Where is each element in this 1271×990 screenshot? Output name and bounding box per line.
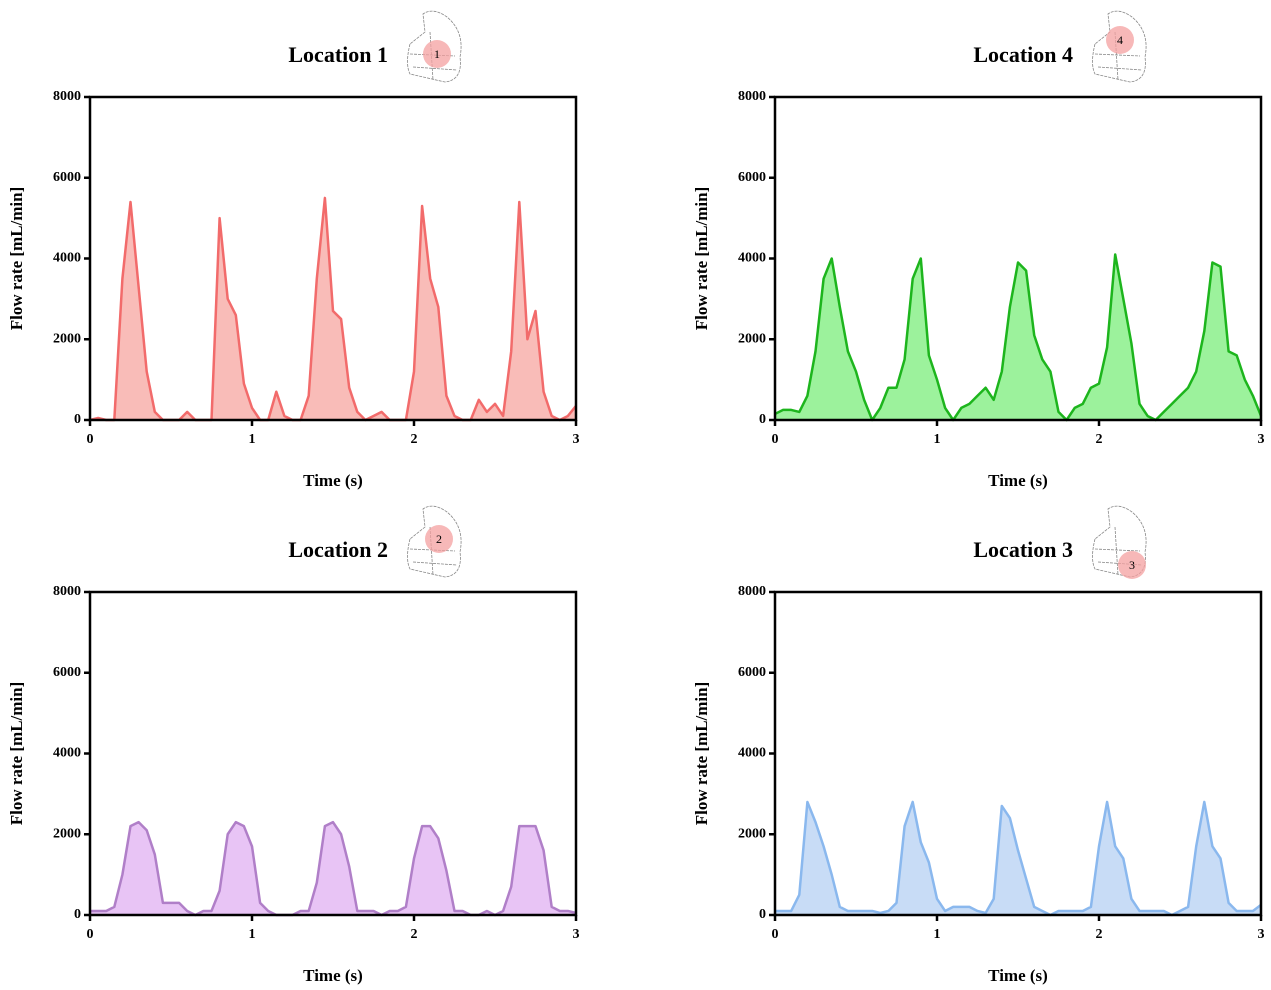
y-tick-label: 8000 <box>738 584 766 599</box>
subplot: 0 2000 4000 6000 8000 0 1 2 3 Time (s) Flow rate [… <box>7 10 580 490</box>
y-tick-label: 0 <box>74 412 81 427</box>
location-number: 2 <box>436 532 442 546</box>
x-tick-label: 3 <box>1258 927 1265 942</box>
area-fill <box>775 801 1261 915</box>
heart-icon <box>1092 505 1147 578</box>
y-tick-label: 4000 <box>53 251 81 266</box>
location-marker <box>423 40 451 68</box>
x-tick-label: 2 <box>411 432 418 447</box>
y-tick-label: 6000 <box>738 665 766 680</box>
location-number: 3 <box>1129 558 1135 572</box>
location-marker <box>1118 551 1146 579</box>
x-tick-label: 3 <box>1258 432 1265 447</box>
y-tick-label: 4000 <box>738 251 766 266</box>
x-tick-label: 0 <box>772 432 779 447</box>
x-tick-label: 0 <box>772 927 779 942</box>
y-axis-label: Flow rate [mL/min] <box>7 187 26 331</box>
y-tick-label: 2000 <box>53 826 81 841</box>
y-axis-label: Flow rate [mL/min] <box>7 682 26 826</box>
x-axis-label: Time (s) <box>303 471 363 490</box>
line <box>774 253 1263 422</box>
subplot: 0 2000 4000 6000 8000 0 1 2 3 Time (s) Flow rate [… <box>692 10 1265 490</box>
location-number: 4 <box>1117 33 1123 47</box>
chart-title: Location 2 <box>288 537 388 562</box>
location-marker <box>1106 26 1134 54</box>
x-tick-label: 2 <box>411 927 418 942</box>
heart-icon <box>1092 10 1147 83</box>
y-tick-label: 2000 <box>738 826 766 841</box>
area-fill <box>90 822 576 915</box>
subplot: 0 2000 4000 6000 8000 0 1 2 3 Time (s) Flow rate [… <box>7 505 580 985</box>
x-axis-label: Time (s) <box>988 966 1048 985</box>
x-tick-label: 1 <box>934 432 941 447</box>
y-tick-label: 2000 <box>738 331 766 346</box>
x-axis-label: Time (s) <box>303 966 363 985</box>
x-tick-label: 1 <box>249 432 256 447</box>
x-tick-label: 0 <box>87 432 94 447</box>
y-axis-label: Flow rate [mL/min] <box>692 187 711 331</box>
y-tick-label: 8000 <box>53 584 81 599</box>
y-tick-label: 8000 <box>53 89 81 104</box>
x-tick-label: 2 <box>1096 927 1103 942</box>
x-tick-label: 2 <box>1096 432 1103 447</box>
chart-title: Location 3 <box>973 537 1073 562</box>
x-axis-label: Time (s) <box>988 471 1048 490</box>
y-tick-label: 4000 <box>738 746 766 761</box>
y-tick-label: 6000 <box>53 665 81 680</box>
y-tick-label: 4000 <box>53 746 81 761</box>
area-fill <box>775 254 1261 420</box>
y-tick-label: 0 <box>74 907 81 922</box>
line <box>775 800 1262 917</box>
y-tick-label: 2000 <box>53 331 81 346</box>
subplot: 0 2000 4000 6000 8000 0 1 2 3 Time (s) Flow rate [… <box>692 505 1265 985</box>
x-tick-label: 3 <box>573 432 580 447</box>
chart-title: Location 4 <box>973 42 1073 67</box>
location-number: 1 <box>434 47 440 61</box>
y-axis-label: Flow rate [mL/min] <box>692 682 711 826</box>
x-tick-label: 1 <box>249 927 256 942</box>
x-tick-label: 1 <box>934 927 941 942</box>
area-fill <box>90 197 576 420</box>
y-tick-label: 6000 <box>738 170 766 185</box>
location-marker <box>425 525 453 553</box>
x-tick-label: 0 <box>87 927 94 942</box>
y-tick-label: 6000 <box>53 170 81 185</box>
y-tick-label: 0 <box>759 907 766 922</box>
y-tick-label: 8000 <box>738 89 766 104</box>
chart-title: Location 1 <box>288 42 388 67</box>
y-tick-label: 0 <box>759 412 766 427</box>
x-tick-label: 3 <box>573 927 580 942</box>
